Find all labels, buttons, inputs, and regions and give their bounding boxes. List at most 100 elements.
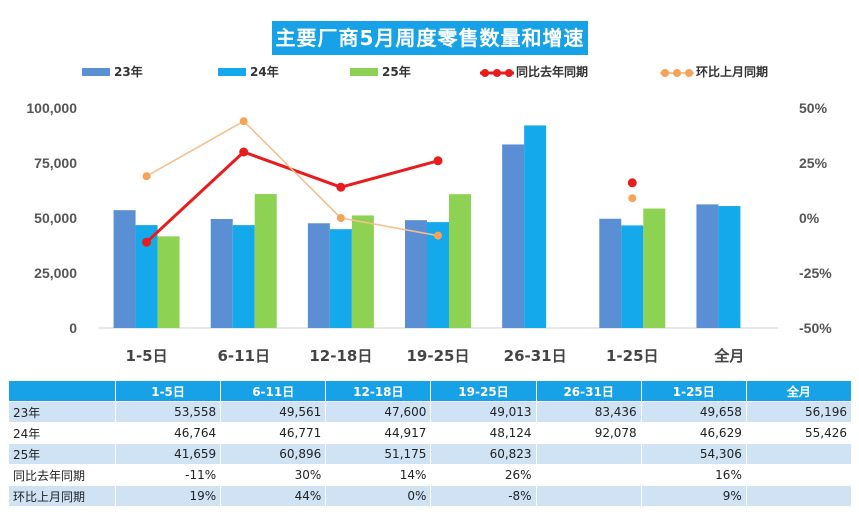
table-cell: 46,764	[114, 422, 222, 444]
x-tick-label: 6-11日	[217, 347, 270, 365]
bar-24年-1-5日	[135, 225, 158, 328]
point-同比去年同期-12-18日	[336, 182, 346, 192]
bar-25年-12-18日	[351, 215, 374, 328]
legend-label: 25年	[382, 65, 411, 79]
table-row: 23年 53,558 49,561 47,600 49,013 83,436 49,658 5…	[8, 401, 853, 423]
bar-24年-12-18日	[329, 229, 352, 328]
table-cell: 53,558	[114, 401, 222, 423]
x-tick-label: 1-5日	[126, 347, 168, 365]
legend-item-23: 23年	[82, 63, 143, 80]
legend-item-yoy: 同比去年同期	[480, 63, 588, 80]
chart-title: 主要厂商5月周度零售数量和增速	[272, 21, 588, 55]
table-corner	[8, 380, 116, 402]
bar-25年-1-25日	[643, 208, 666, 328]
bar-24年-1-25日	[621, 225, 644, 328]
table-cell: 44,917	[325, 422, 432, 444]
table-cell: 83,436	[535, 401, 642, 423]
point-同比去年同期-1-5日	[142, 237, 152, 247]
legend-line-marker-orange	[660, 67, 694, 77]
legend-label: 同比去年同期	[516, 65, 589, 79]
row-label: 24年	[8, 422, 116, 444]
table-row: 24年 46,764 46,771 44,917 48,124 92,078 46,629 5…	[8, 422, 853, 444]
table-cell: 49,561	[220, 401, 327, 423]
line-同比去年同期	[145, 150, 439, 244]
table-cell: 14%	[325, 464, 432, 486]
row-label: 23年	[8, 401, 116, 423]
y-right-tick-label: 50%	[799, 100, 828, 116]
table-cell	[745, 443, 853, 465]
row-label: 25年	[8, 443, 116, 465]
y-right-tick-label: -25%	[799, 265, 832, 281]
legend-swatch	[218, 67, 246, 76]
table-cell	[535, 443, 642, 465]
y-right-tick-label: 25%	[799, 155, 828, 171]
row-label: 同比去年同期	[8, 464, 116, 486]
legend-label: 24年	[250, 65, 279, 79]
table-cell: 92,078	[535, 422, 642, 444]
x-tick-label: 1-25日	[606, 347, 659, 365]
point-环比上月同期-1-25日	[628, 194, 637, 203]
table-header: 26-31日	[535, 380, 642, 402]
table-cell: 0%	[325, 485, 432, 507]
table-cell	[745, 464, 853, 486]
y-left-tick-label: 0	[69, 320, 77, 336]
table-row: 环比上月同期 19% 44% 0% -8% 9%	[8, 485, 853, 507]
table-header: 全月	[745, 380, 853, 402]
legend-line-marker-red	[480, 67, 514, 77]
bar-23年-1-25日	[599, 218, 622, 328]
table-cell: -8%	[430, 485, 537, 507]
table-cell: 47,600	[325, 401, 432, 423]
y-right-tick-label: 0%	[799, 210, 820, 226]
y-left-tick-label: 50,000	[34, 210, 77, 226]
table-cell: -11%	[114, 464, 222, 486]
point-同比去年同期-1-25日	[627, 178, 637, 188]
x-tick-label: 26-31日	[504, 347, 567, 365]
table-header: 1-25日	[640, 380, 747, 402]
table-cell: 56,196	[745, 401, 853, 423]
bar-23年-26-31日	[502, 144, 525, 328]
point-同比去年同期-19-25日	[433, 156, 443, 166]
y-left-tick-label: 25,000	[34, 265, 77, 281]
y-left-tick-label: 75,000	[34, 155, 77, 171]
y-left-tick-label: 100,000	[26, 100, 77, 116]
table-cell: 51,175	[325, 443, 432, 465]
table-cell: 48,124	[430, 422, 537, 444]
bar-24年-全月	[718, 206, 741, 328]
bar-line-chart: 0 25,000 50,000 75,000 100,000 -50% -25% 0% 25% 5…	[26, 100, 832, 365]
table-cell	[535, 464, 642, 486]
table-cell: 16%	[640, 464, 747, 486]
table-cell: 9%	[640, 485, 747, 507]
table-cell	[745, 485, 853, 507]
table-row: 25年 41,659 60,896 51,175 60,823 54,306	[8, 443, 853, 465]
row-label: 环比上月同期	[8, 485, 116, 507]
legend-swatch	[82, 67, 110, 76]
legend-item-25: 25年	[350, 63, 411, 80]
table-header: 12-18日	[325, 380, 432, 402]
legend-swatch	[350, 67, 378, 76]
legend-item-mom: 环比上月同期	[660, 63, 768, 80]
table-cell	[535, 485, 642, 507]
table-cell: 26%	[430, 464, 537, 486]
table-cell: 19%	[114, 485, 222, 507]
legend-item-24: 24年	[218, 63, 279, 80]
table-cell: 46,771	[220, 422, 327, 444]
table-cell: 60,896	[220, 443, 327, 465]
point-环比上月同期-12-18日	[336, 214, 345, 222]
table-cell: 54,306	[640, 443, 747, 465]
table-cell: 41,659	[114, 443, 222, 465]
table-cell: 60,823	[430, 443, 537, 465]
chart-legend: 23年 24年 25年 同比去年同期 环比上月同期	[0, 63, 859, 83]
table-cell: 44%	[220, 485, 327, 507]
legend-label: 环比上月同期	[696, 65, 769, 79]
bar-25年-1-5日	[157, 236, 180, 328]
legend-label: 23年	[114, 65, 143, 79]
bar-23年-12-18日	[307, 223, 330, 328]
bar-23年-19-25日	[405, 220, 427, 328]
line-环比上月同期	[146, 120, 439, 237]
bar-24年-6-11日	[232, 225, 255, 328]
bar-23年-1-5日	[113, 210, 136, 328]
point-环比上月同期-6-11日	[239, 117, 248, 126]
table-cell: 55,426	[745, 422, 853, 444]
bar-23年-6-11日	[210, 218, 233, 328]
bar-25年-19-25日	[449, 194, 471, 328]
